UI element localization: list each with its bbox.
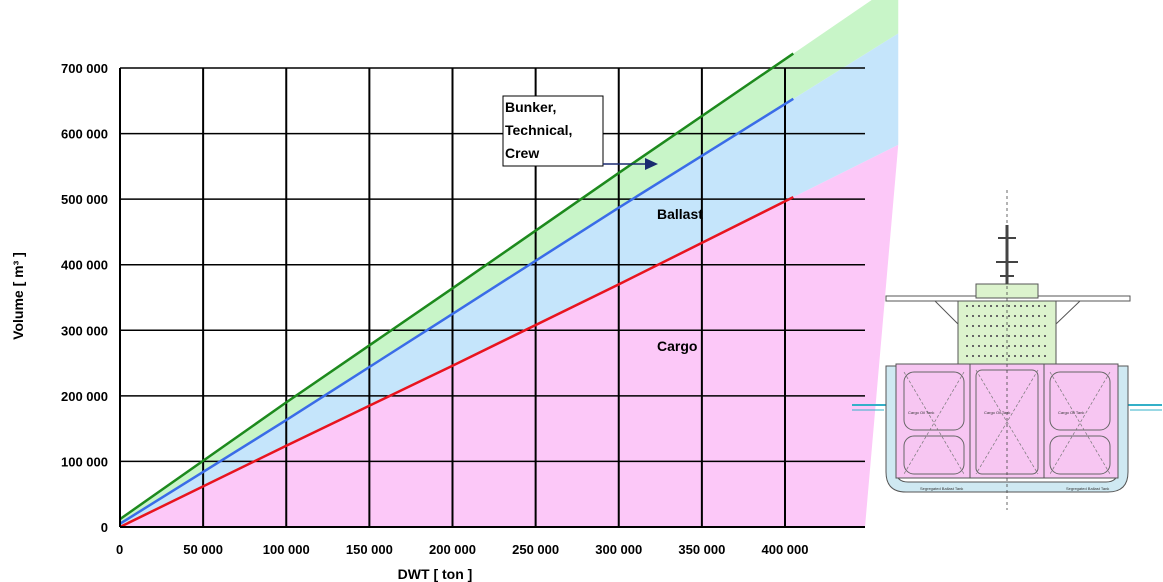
ship-cross-section: Cargo Oil Tank Cargo Oil Tank Cargo Oil … bbox=[852, 190, 1162, 510]
x-tick-label: 250 000 bbox=[512, 542, 559, 557]
y-tick-label: 500 000 bbox=[61, 192, 108, 207]
y-tick-label: 600 000 bbox=[61, 127, 108, 142]
x-tick-label: 350 000 bbox=[678, 542, 725, 557]
band-bunker bbox=[120, 0, 899, 524]
ballast-label-left: Segregated Ballast Tank bbox=[920, 486, 963, 491]
ballast-label-right: Segregated Ballast Tank bbox=[1066, 486, 1109, 491]
y-tick-label: 400 000 bbox=[61, 258, 108, 273]
tank-left-lower bbox=[903, 435, 965, 475]
bunker-callout: Bunker, Technical, Crew bbox=[502, 95, 658, 170]
series-line bbox=[119, 52, 795, 521]
x-tick-label: 0 bbox=[116, 542, 123, 557]
series-line bbox=[119, 196, 794, 529]
callout-arrow-head bbox=[645, 158, 658, 170]
tank-label-right: Cargo Oil Tank bbox=[1058, 410, 1084, 415]
grid-lines bbox=[119, 67, 865, 528]
x-axis-title: DWT [ ton ] bbox=[398, 566, 473, 582]
x-tick-label: 200 000 bbox=[429, 542, 476, 557]
y-tick-label: 0 bbox=[101, 520, 108, 535]
callout-line-2: Technical, bbox=[505, 122, 572, 138]
callout-box bbox=[502, 95, 604, 167]
y-tick-labels: 0 100 000 200 000 300 000 400 000 500 000 600 … bbox=[61, 61, 108, 535]
y-tick-label: 200 000 bbox=[61, 389, 108, 404]
bridge-wing-left bbox=[886, 300, 959, 325]
series-line bbox=[119, 97, 794, 525]
band-cargo bbox=[120, 144, 899, 527]
x-tick-label: 50 000 bbox=[183, 542, 223, 557]
y-tick-label: 300 000 bbox=[61, 323, 108, 338]
y-axis-title: Volume [ m³ ] bbox=[10, 252, 26, 340]
band-ballast bbox=[120, 33, 899, 528]
x-tick-label: 100 000 bbox=[263, 542, 310, 557]
series-lines bbox=[119, 52, 795, 529]
tank-left-upper bbox=[903, 371, 965, 431]
x-tick-label: 300 000 bbox=[595, 542, 642, 557]
area-bands bbox=[120, 0, 899, 528]
tank-right-upper bbox=[1049, 371, 1111, 431]
y-tick-label: 100 000 bbox=[61, 454, 108, 469]
y-tick-label: 700 000 bbox=[61, 61, 108, 76]
callout-line-3: Crew bbox=[505, 145, 539, 161]
tank-label-left: Cargo Oil Tank bbox=[908, 410, 934, 415]
tank-right-lower bbox=[1049, 435, 1111, 475]
ballast-label: Ballast bbox=[657, 206, 703, 222]
cargo-label: Cargo bbox=[657, 338, 697, 354]
plot-area bbox=[119, 0, 899, 529]
x-tick-label: 150 000 bbox=[346, 542, 393, 557]
tank-label-center: Cargo Oil Tank bbox=[984, 410, 1010, 415]
x-tick-label: 400 000 bbox=[762, 542, 809, 557]
tank-diagonals bbox=[903, 369, 1111, 475]
x-tick-labels: 0 50 000 100 000 150 000 200 000 250 000 300 0… bbox=[116, 542, 809, 557]
callout-line-1: Bunker, bbox=[505, 99, 556, 115]
bridge-wing-right bbox=[1055, 300, 1130, 325]
